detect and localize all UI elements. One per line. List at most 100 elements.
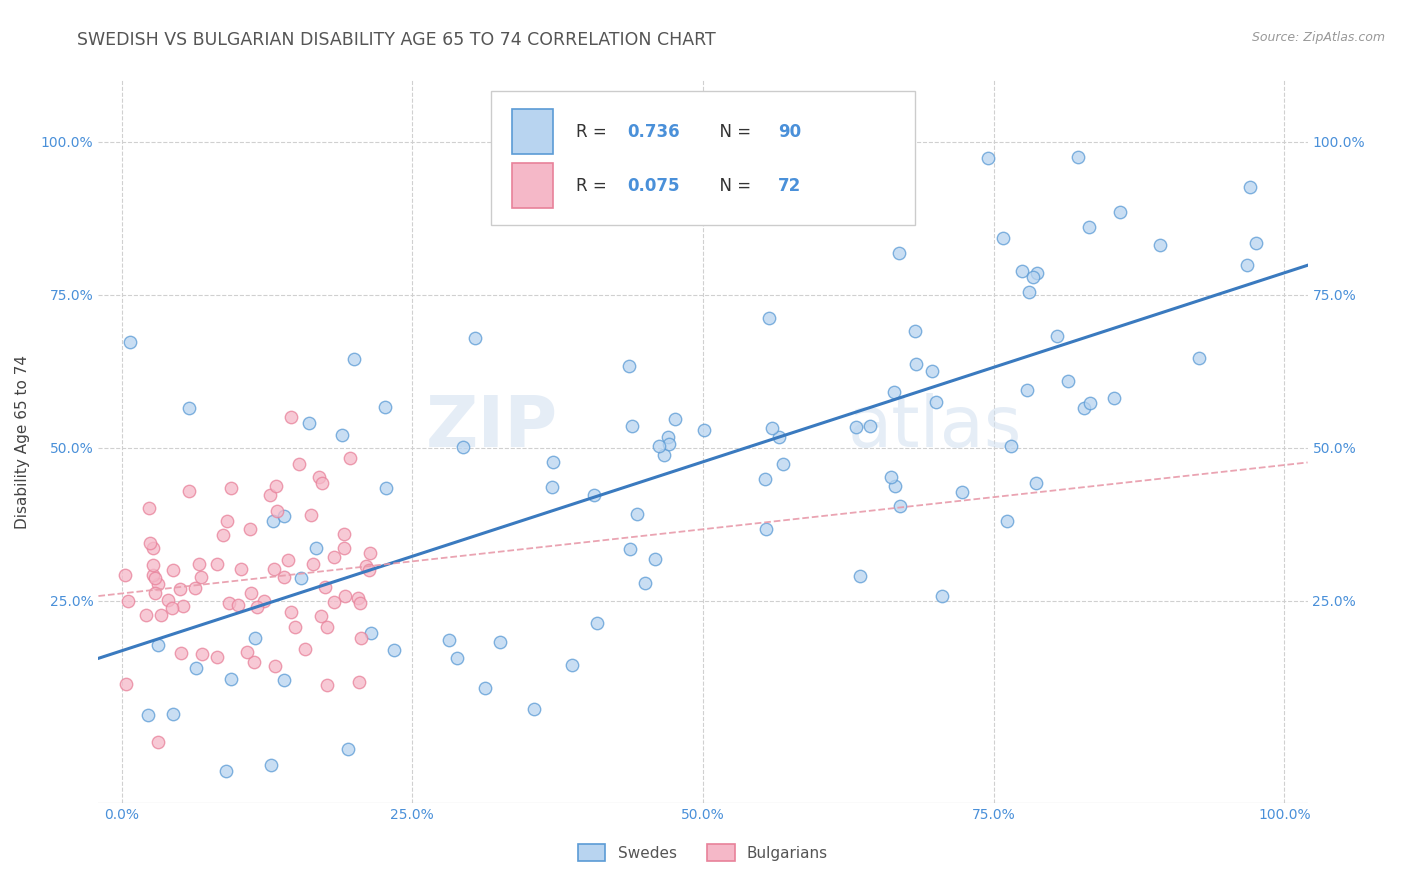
Point [561, 657, 583, 672]
Point [239, 522, 262, 536]
Point [299, 508, 322, 522]
FancyBboxPatch shape [492, 91, 915, 225]
Point [335, 589, 357, 603]
Point [350, 631, 373, 645]
Point [143, 571, 166, 585]
Point [179, 401, 201, 415]
Point [768, 430, 790, 444]
Point [1149, 237, 1171, 252]
Text: atlas: atlas [848, 392, 1022, 461]
Point [647, 439, 669, 453]
Point [620, 418, 643, 433]
Point [149, 607, 172, 622]
Point [1188, 351, 1211, 366]
Point [253, 594, 276, 608]
Point [215, 764, 238, 779]
Y-axis label: Disability Age 65 to 74: Disability Age 65 to 74 [15, 354, 30, 529]
Point [142, 558, 165, 573]
Point [114, 567, 136, 582]
Text: N =: N = [709, 123, 756, 141]
Point [880, 470, 903, 484]
Point [349, 596, 371, 610]
Point [451, 440, 474, 454]
Point [489, 635, 512, 649]
Point [357, 563, 380, 577]
Point [146, 734, 169, 748]
Point [117, 593, 139, 607]
Point [1022, 270, 1045, 285]
Point [146, 638, 169, 652]
Point [142, 568, 165, 582]
Text: 0.075: 0.075 [627, 178, 679, 195]
Point [382, 643, 405, 657]
Point [619, 359, 641, 374]
Point [1102, 391, 1125, 405]
Point [1011, 264, 1033, 278]
Point [309, 608, 332, 623]
Point [374, 481, 396, 495]
Point [1078, 396, 1101, 410]
Point [169, 582, 191, 596]
Point [316, 620, 339, 634]
Point [120, 335, 142, 350]
Point [859, 419, 882, 434]
Point [138, 536, 160, 550]
Point [187, 558, 209, 572]
Point [950, 485, 973, 500]
Point [273, 673, 295, 687]
Point [464, 331, 486, 345]
Point [1067, 150, 1090, 164]
Point [290, 571, 312, 585]
Point [657, 430, 679, 444]
Point [446, 651, 468, 665]
Point [1025, 266, 1047, 280]
Point [1073, 401, 1095, 415]
Point [330, 428, 353, 442]
Text: Source: ZipAtlas.com: Source: ZipAtlas.com [1251, 31, 1385, 45]
Point [136, 707, 159, 722]
Point [115, 676, 138, 690]
Point [887, 245, 910, 260]
Point [359, 546, 381, 560]
Point [541, 455, 564, 469]
Text: 72: 72 [778, 178, 801, 195]
Point [277, 553, 299, 567]
Point [541, 480, 564, 494]
Text: R =: R = [576, 123, 612, 141]
Point [523, 701, 546, 715]
Point [259, 758, 281, 772]
Point [138, 501, 160, 516]
Point [976, 151, 998, 165]
Point [170, 646, 193, 660]
Point [1015, 383, 1038, 397]
Point [160, 600, 183, 615]
Point [273, 570, 295, 584]
Point [1046, 329, 1069, 343]
Point [259, 488, 281, 502]
Point [156, 593, 179, 607]
Point [1078, 220, 1101, 235]
Point [1236, 258, 1258, 272]
Point [273, 509, 295, 524]
Point [1000, 439, 1022, 453]
Point [354, 558, 377, 573]
Point [280, 606, 302, 620]
Point [925, 395, 948, 409]
Text: 90: 90 [778, 123, 801, 141]
Point [761, 421, 783, 435]
Point [1244, 236, 1267, 251]
Point [316, 678, 339, 692]
Point [664, 412, 686, 426]
Point [619, 541, 641, 556]
Point [889, 499, 911, 513]
Point [658, 437, 681, 451]
Point [162, 706, 184, 721]
Bar [512, 109, 553, 154]
Point [644, 551, 666, 566]
Point [191, 647, 214, 661]
Point [264, 479, 287, 493]
Point [243, 655, 266, 669]
Point [374, 400, 396, 414]
Point [347, 591, 370, 606]
Point [311, 476, 333, 491]
